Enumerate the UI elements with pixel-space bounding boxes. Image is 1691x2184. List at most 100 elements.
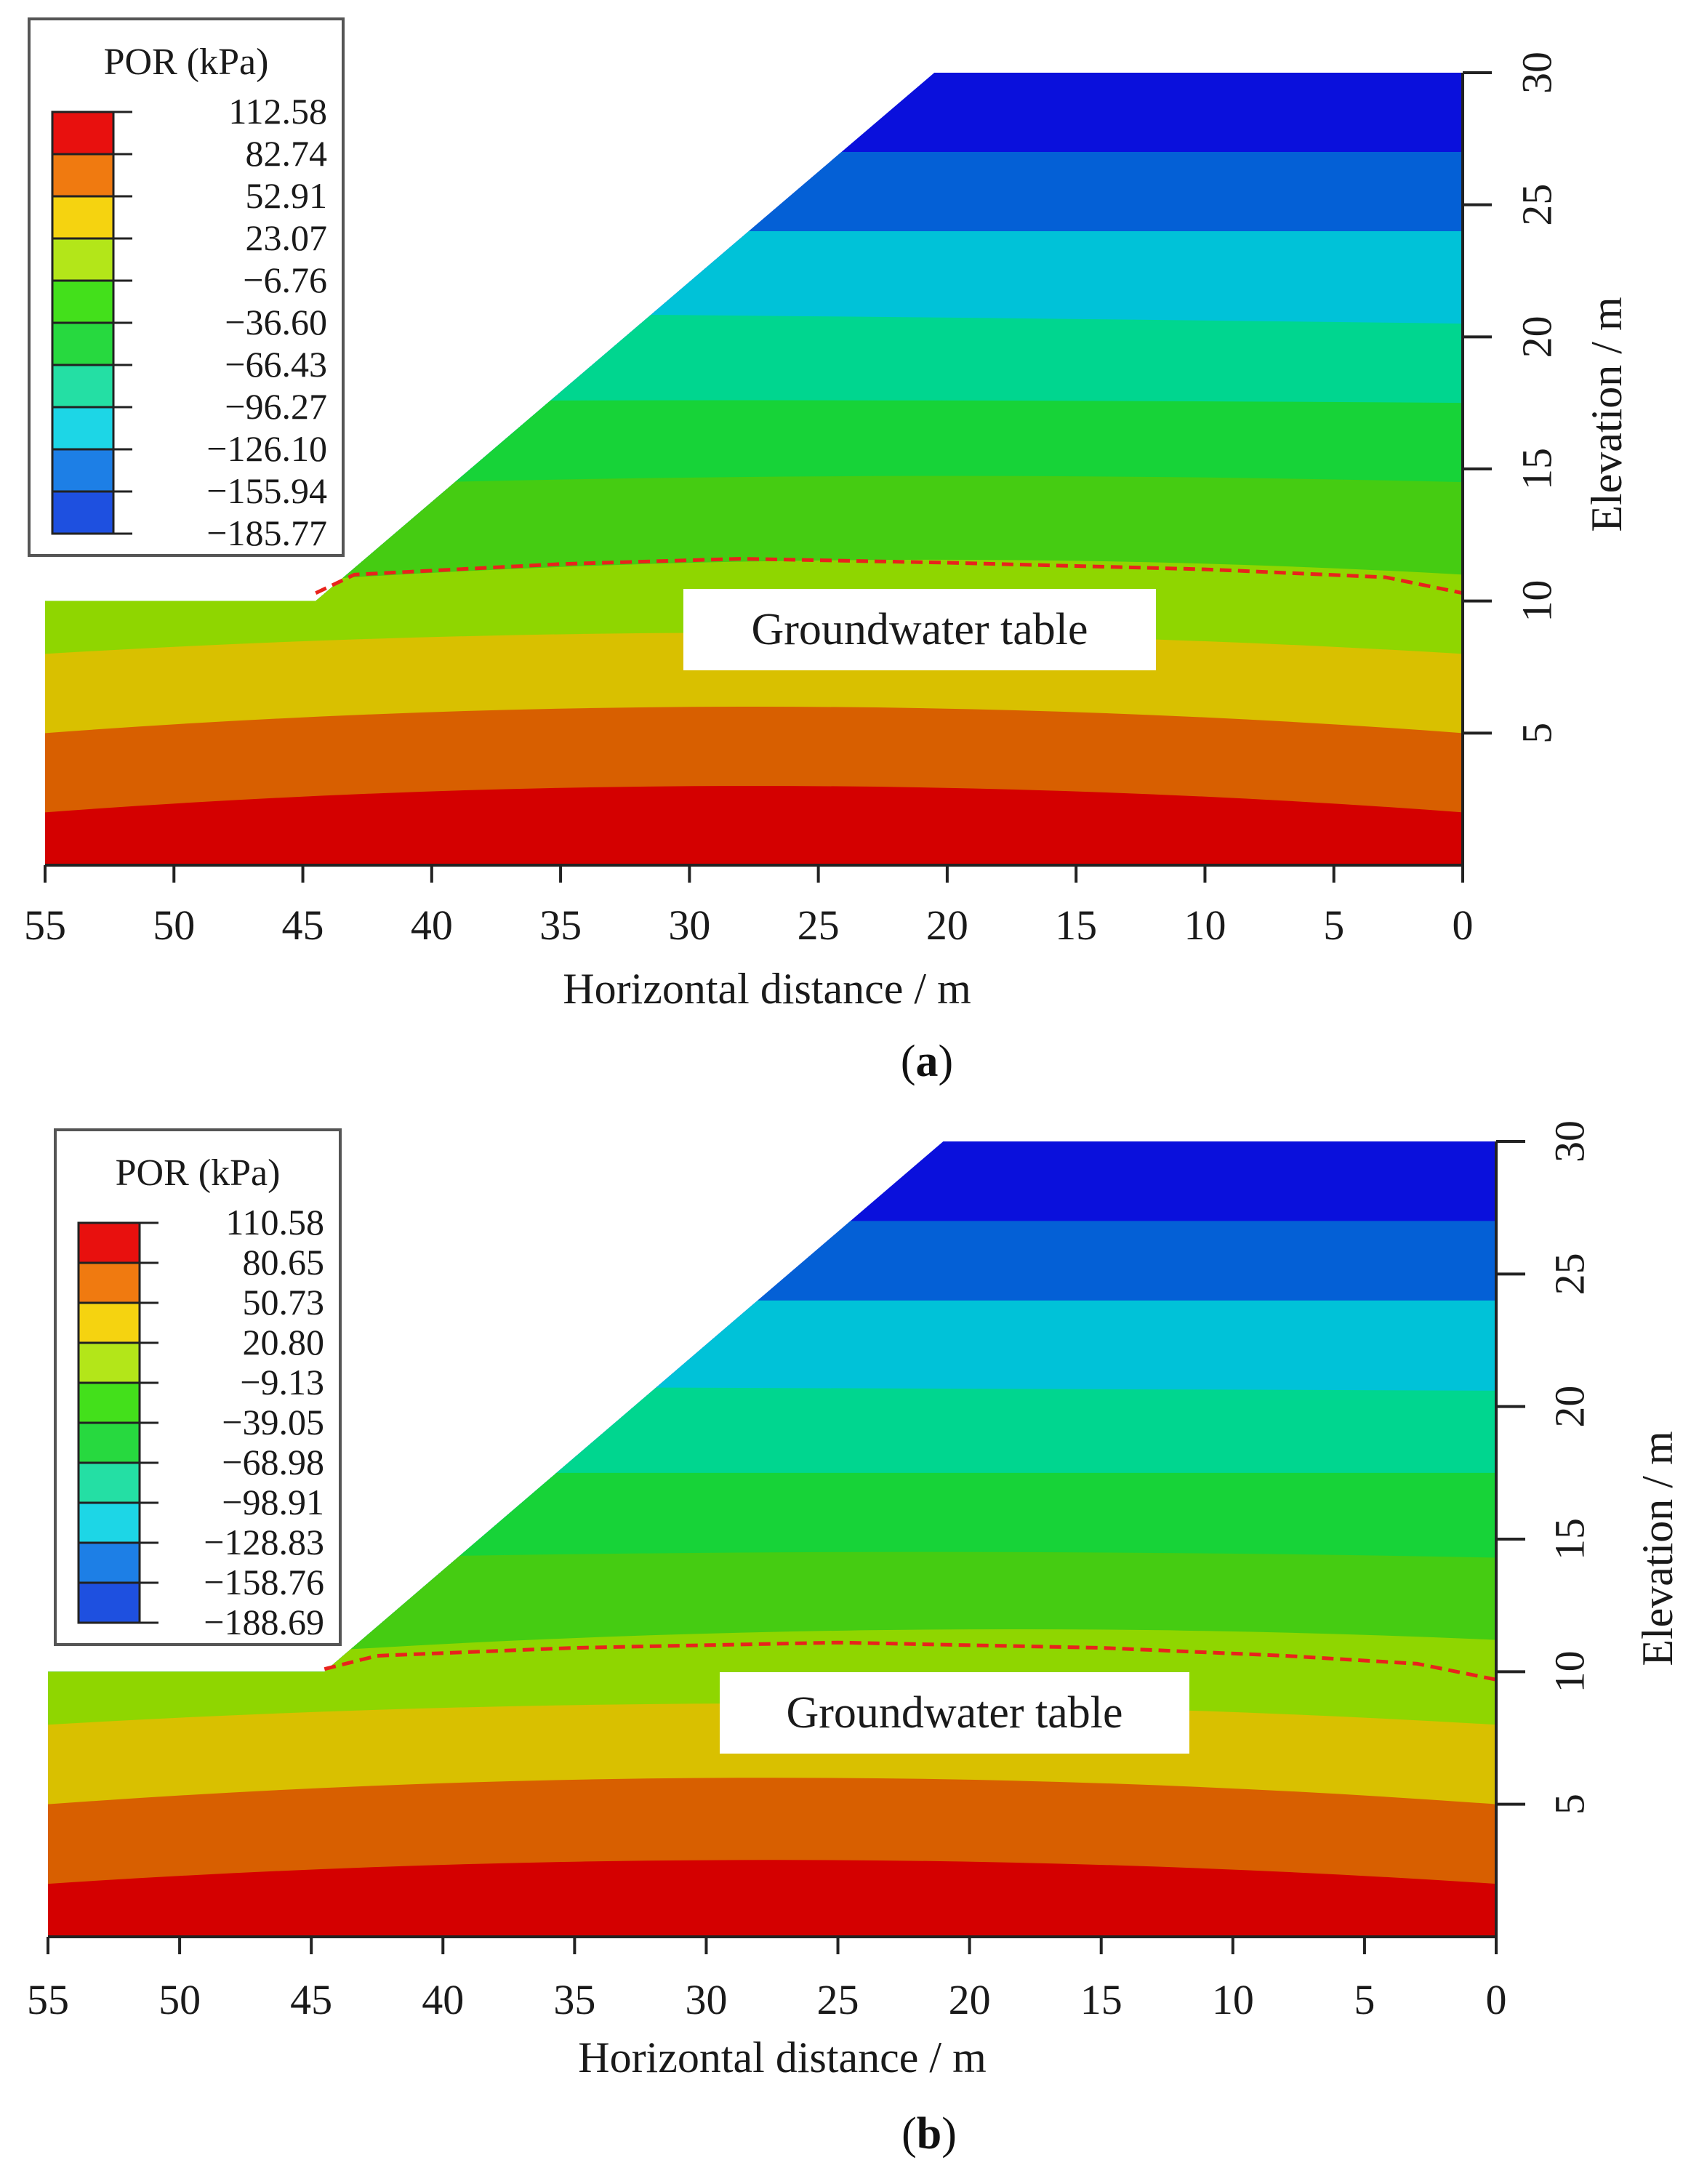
y-axis-label: Elevation / m	[1583, 297, 1631, 531]
legend-level: 50.73	[243, 1282, 325, 1322]
legend-swatch	[52, 449, 113, 491]
legend-level: −185.77	[206, 513, 327, 553]
x-tick-label: 40	[422, 1976, 464, 2023]
x-axis-label: Horizontal distance / m	[578, 2034, 987, 2081]
legend-swatch	[52, 407, 113, 449]
x-tick-label: 25	[817, 1976, 859, 2023]
panel-caption: (b)	[901, 2109, 957, 2159]
legend-level: 112.58	[228, 91, 327, 132]
x-axis-label: Horizontal distance / m	[563, 965, 971, 1013]
panel-caption-open: (	[901, 2109, 917, 2159]
x-tick-label: 5	[1323, 902, 1344, 949]
legend-swatch	[52, 281, 113, 323]
y-tick-label: 30	[1546, 1120, 1593, 1163]
y-tick-label: 25	[1513, 184, 1560, 226]
legend-title: POR (kPa)	[116, 1152, 281, 1194]
x-tick-label: 15	[1055, 902, 1097, 949]
legend-title: POR (kPa)	[104, 41, 269, 83]
y-tick-label: 30	[1513, 52, 1560, 94]
legend-level: −96.27	[225, 386, 327, 427]
x-tick-label: 35	[539, 902, 582, 949]
panel-caption: (a)	[901, 1037, 953, 1086]
y-tick-label: 10	[1513, 580, 1560, 622]
legend-swatch	[52, 196, 113, 238]
groundwater-line	[324, 1640, 1497, 1682]
x-tick-label: 20	[926, 902, 968, 949]
legend-level: −128.83	[204, 1522, 324, 1562]
x-tick-label: 35	[553, 1976, 595, 2023]
x-tick-label: 50	[153, 902, 195, 949]
groundwater-label-box	[683, 589, 1156, 670]
legend-level: 23.07	[246, 217, 328, 258]
legend-swatch	[79, 1223, 140, 1263]
legend-swatch	[52, 112, 113, 154]
legend-level: 80.65	[243, 1242, 325, 1282]
x-tick-label: 30	[685, 1976, 727, 2023]
groundwater-label-box	[720, 1672, 1189, 1754]
legend-swatch	[52, 365, 113, 407]
x-tick-label: 50	[158, 1976, 201, 2023]
panel-caption-close: )	[939, 1037, 954, 1086]
legend-swatch	[79, 1503, 140, 1543]
x-tick-label: 55	[27, 1976, 69, 2023]
legend-level: 82.74	[246, 133, 328, 174]
y-tick-label: 15	[1546, 1518, 1593, 1560]
groundwater-label: Groundwater table	[751, 605, 1088, 654]
x-tick-label: 0	[1453, 902, 1474, 949]
x-tick-label: 10	[1212, 1976, 1254, 2023]
legend-level: −126.10	[206, 428, 327, 469]
legend-swatch	[52, 238, 113, 281]
x-tick-label: 20	[949, 1976, 991, 2023]
legend-level: −39.05	[222, 1402, 324, 1442]
legend-level: −158.76	[204, 1562, 324, 1602]
y-tick-label: 25	[1546, 1253, 1593, 1295]
x-tick-label: 15	[1080, 1976, 1122, 2023]
legend-level: −9.13	[240, 1362, 324, 1402]
legend-level: −68.98	[222, 1442, 324, 1482]
panel-caption-open: (	[901, 1037, 916, 1086]
y-tick-label: 10	[1546, 1650, 1593, 1693]
legend-level: −36.60	[225, 302, 327, 342]
x-tick-label: 40	[411, 902, 453, 949]
legend-swatch	[79, 1423, 140, 1463]
legend-level: −66.43	[225, 344, 327, 385]
groundwater-line	[315, 557, 1463, 595]
panel-caption-letter: b	[917, 2109, 941, 2159]
contour-band-1	[45, 786, 1463, 865]
legend-swatch	[79, 1343, 140, 1383]
legend-swatch	[79, 1383, 140, 1423]
contour-band-1	[48, 1860, 1496, 1937]
x-tick-label: 45	[282, 902, 324, 949]
legend-swatch	[79, 1303, 140, 1343]
x-tick-label: 5	[1354, 1976, 1375, 2023]
legend-level: 20.80	[243, 1322, 325, 1362]
y-tick-label: 15	[1513, 448, 1560, 490]
legend-level: −98.91	[222, 1482, 324, 1522]
panel-caption-close: )	[941, 2109, 957, 2159]
groundwater-label: Groundwater table	[786, 1688, 1122, 1738]
legend-swatch	[52, 323, 113, 365]
legend-swatch	[52, 491, 113, 534]
legend-swatch	[79, 1463, 140, 1503]
panel-caption-letter: a	[916, 1037, 939, 1086]
legend-level: 110.58	[225, 1202, 324, 1242]
legend: POR (kPa) 112.5882.7452.9123.07−6.76−36.6…	[28, 17, 345, 557]
x-tick-label: 45	[290, 1976, 332, 2023]
legend-level: −188.69	[204, 1602, 324, 1642]
y-tick-label: 20	[1513, 316, 1560, 358]
legend-swatch	[52, 154, 113, 196]
x-tick-label: 25	[798, 902, 840, 949]
legend-swatch	[79, 1263, 140, 1303]
legend: POR (kPa) 110.5880.6550.7320.80−9.13−39.0…	[54, 1128, 342, 1646]
y-tick-label: 20	[1546, 1386, 1593, 1428]
legend-level: 52.91	[246, 175, 328, 216]
legend-swatch	[79, 1583, 140, 1623]
x-tick-label: 30	[668, 902, 710, 949]
x-tick-label: 0	[1486, 1976, 1507, 2023]
legend-swatch	[79, 1543, 140, 1583]
y-tick-label: 5	[1546, 1794, 1593, 1815]
legend-level: −6.76	[243, 260, 327, 300]
